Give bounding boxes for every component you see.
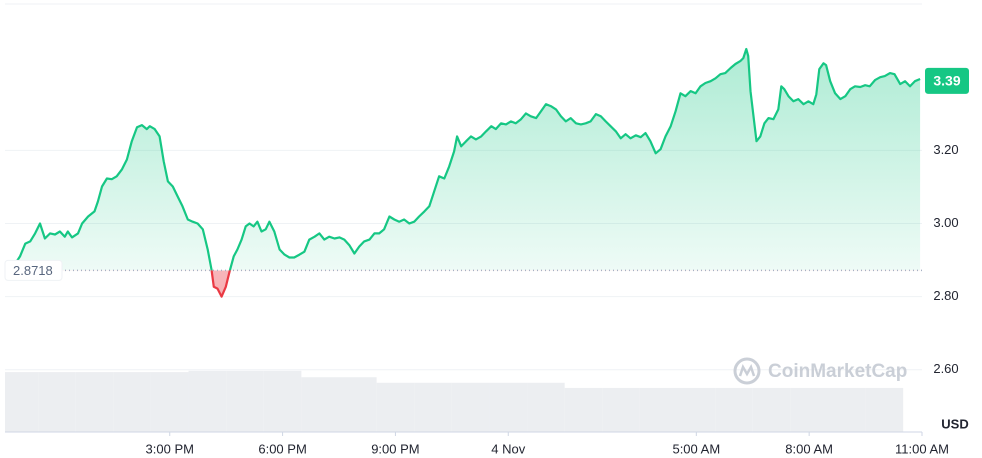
x-tick-label: 11:00 AM [895, 441, 949, 456]
volume-bar [865, 387, 904, 432]
volume-bar [339, 377, 377, 432]
watermark: CoinMarketCap [733, 357, 907, 385]
area-above-baseline [15, 49, 921, 271]
volume-bar [414, 382, 452, 432]
x-tick-label: 8:00 AM [785, 441, 833, 456]
current-price-badge [925, 67, 969, 94]
volume-bar [188, 370, 227, 432]
price-line [14, 47, 921, 271]
area-below-baseline [211, 270, 230, 297]
watermark-logo-mark [738, 363, 756, 377]
watermark-logo [733, 357, 761, 385]
volume-bar [5, 372, 39, 432]
volume-bar [75, 372, 114, 432]
x-tick-label: 5:00 AM [672, 441, 720, 456]
x-tick-label: 4 Nov [491, 441, 525, 456]
volume-bar [38, 372, 76, 432]
volume-bar [527, 382, 565, 432]
current-price-label: 3.39 [933, 73, 960, 89]
volume-bar [715, 387, 753, 432]
volume-bar [790, 387, 828, 432]
volume-bar [376, 382, 415, 432]
x-tick-label: 3:00 PM [146, 441, 194, 456]
baseline-label-box [4, 259, 63, 281]
volume-bar [564, 387, 603, 432]
volume-bar [150, 372, 189, 432]
y-axis-label: USD [941, 416, 968, 431]
volume-bar [301, 377, 340, 432]
axes: USD 2.60 2.80 3.00 3.20 3:00 PM 6:00 PM 9:00 P… [5, 142, 969, 456]
volume-bar [677, 387, 716, 432]
volume-bar [113, 372, 151, 432]
y-tick-label: 3.20 [933, 142, 958, 157]
y-tick-label: 3.00 [933, 215, 958, 230]
y-tick-label: 2.60 [933, 361, 958, 376]
plot: 2.8718 3.39 [4, 47, 969, 298]
watermark-text: CoinMarketCap [768, 361, 907, 382]
baseline-label: 2.8718 [13, 263, 53, 278]
x-tick-label: 6:00 PM [258, 441, 306, 456]
volume [5, 370, 904, 432]
volume-bar [226, 370, 264, 432]
volume-bar [602, 387, 640, 432]
volume-bar [639, 387, 678, 432]
x-tick-label: 9:00 PM [371, 441, 419, 456]
volume-bar [263, 370, 302, 432]
volume-bar [827, 387, 866, 432]
volume-bar [451, 382, 490, 432]
y-tick-label: 2.80 [933, 288, 958, 303]
volume-bar [489, 382, 528, 432]
volume-bar [752, 387, 791, 432]
